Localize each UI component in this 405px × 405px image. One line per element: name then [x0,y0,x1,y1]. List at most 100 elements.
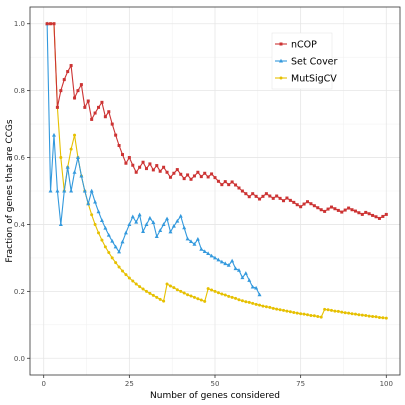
data-point-set-cover [99,218,104,222]
data-point-mutsigcv [258,303,262,307]
data-point-mutsigcv [141,287,145,291]
axes: 0 25 50 75 100 0.0 0.2 0.4 0.6 0.8 1.0 [14,20,393,388]
legend-label: Set Cover [291,57,338,68]
data-point-set-cover [233,266,238,271]
data-point-mutsigcv [295,311,299,315]
y-axis-title: Fraction of genes that are CCGs [5,119,15,262]
data-point-mutsigcv [384,316,388,320]
data-point-mutsigcv [59,156,63,160]
data-point-ncop [306,200,309,204]
data-point-set-cover [51,132,56,137]
data-point-mutsigcv [107,251,111,255]
data-point-mutsigcv [278,308,282,312]
data-point-set-cover [243,271,248,275]
data-point-mutsigcv [131,279,135,283]
data-point-set-cover [158,228,163,232]
data-point-set-cover [82,188,87,193]
data-point-mutsigcv [374,315,378,319]
data-point-set-cover [202,249,207,254]
data-point-mutsigcv [151,293,155,297]
data-point-mutsigcv [216,291,220,295]
data-point-mutsigcv [213,289,217,293]
data-point-mutsigcv [282,308,286,312]
data-point-ncop [299,205,303,209]
data-point-set-cover [216,257,221,262]
data-point-set-cover [247,278,252,282]
data-point-mutsigcv [203,299,207,303]
data-point-ncop [131,163,135,167]
data-point-ncop [340,210,344,214]
data-point-mutsigcv [182,291,186,295]
data-point-mutsigcv [353,312,357,316]
data-point-mutsigcv [309,313,313,317]
data-point-mutsigcv [144,289,148,293]
data-point-ncop [319,208,323,212]
x-tick-label: 75 [296,380,305,388]
data-point-ncop [206,175,210,179]
data-point-ncop [175,168,179,172]
data-point-ncop [52,22,56,26]
data-point-set-cover [89,188,94,193]
data-point-ncop [377,216,381,220]
data-point-ncop [329,205,333,209]
data-point-ncop [316,206,320,210]
data-point-ncop [186,173,190,177]
data-point-ncop [151,168,155,172]
data-point-set-cover [213,255,217,260]
data-point-set-cover [178,213,183,218]
data-point-mutsigcv [210,288,214,292]
data-point-ncop [381,214,385,218]
data-point-mutsigcv [340,310,344,314]
data-point-ncop [199,175,203,179]
data-point-ncop [148,162,152,166]
data-point-mutsigcv [93,222,97,226]
data-point-mutsigcv [73,133,77,137]
data-point-mutsigcv [299,312,303,316]
data-point-ncop [223,180,227,184]
data-point-mutsigcv [350,312,354,316]
legend-item-set-cover: Set Cover [275,57,338,68]
data-point-ncop [360,212,364,216]
data-point-mutsigcv [333,309,337,313]
y-tick-label: 0.6 [14,154,26,162]
data-point-set-cover [96,209,101,214]
series-layer [45,21,388,320]
data-point-ncop [282,199,286,203]
data-point-set-cover [154,234,159,238]
series-set-cover [45,21,262,297]
data-point-mutsigcv [121,269,124,273]
data-point-ncop [114,133,118,137]
data-point-ncop [138,165,142,169]
data-point-ncop [103,115,107,119]
data-point-set-cover [168,229,173,234]
y-tick-label: 1.0 [14,20,25,28]
data-point-ncop [220,183,224,187]
data-point-mutsigcv [227,294,231,298]
data-point-mutsigcv [148,291,152,295]
data-point-set-cover [75,155,80,160]
data-point-ncop [182,177,186,181]
data-point-ncop [158,169,162,173]
data-point-ncop [62,78,66,82]
data-point-ncop [210,172,214,176]
data-point-set-cover [147,215,152,220]
data-point-set-cover [236,268,241,272]
data-point-mutsigcv [240,299,244,303]
data-point-mutsigcv [244,300,248,304]
data-point-set-cover [230,258,235,263]
data-point-set-cover [171,223,176,228]
data-point-set-cover [226,263,231,267]
data-point-ncop [127,156,131,160]
data-point-ncop [371,213,375,217]
data-point-ncop [261,194,265,198]
data-point-ncop [144,167,148,171]
data-point-set-cover [117,249,122,254]
data-point-set-cover [165,216,170,221]
data-point-mutsigcv [186,293,190,297]
legend-swatch-marker [279,76,283,80]
data-point-ncop [189,177,193,181]
data-point-ncop [107,110,111,114]
data-point-ncop [100,100,104,104]
data-point-ncop [254,194,258,198]
data-point-ncop [326,207,330,211]
